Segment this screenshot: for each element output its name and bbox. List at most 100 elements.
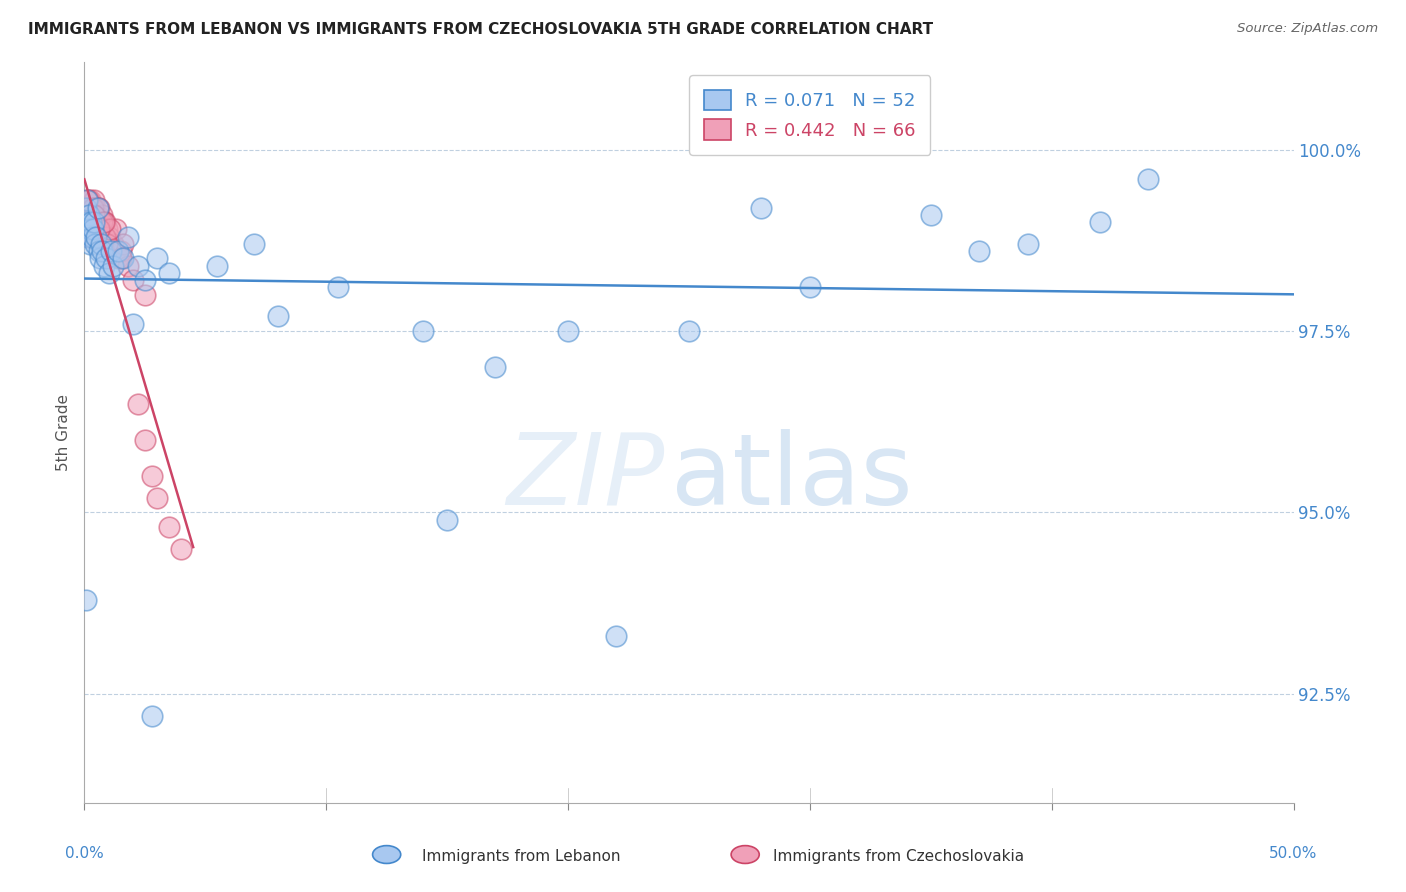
Point: [107, 244, 129, 259]
Point: [96, 222, 118, 236]
Text: Source: ZipAtlas.com: Source: ZipAtlas.com: [1237, 22, 1378, 36]
Point: [77, 229, 100, 244]
Point: [103, 259, 125, 273]
Point: [96, 236, 118, 251]
Point: [75, 208, 97, 222]
Point: [97, 266, 120, 280]
Point: [94, 229, 117, 244]
Point: [86, 215, 108, 229]
Point: [77, 208, 100, 222]
Point: [86, 201, 108, 215]
Point: [557, 324, 579, 338]
Point: [412, 324, 434, 338]
Point: [94, 215, 117, 229]
Point: [80, 215, 103, 229]
Point: [91, 208, 114, 222]
Point: [83, 194, 105, 208]
Point: [87, 201, 110, 215]
Point: [79, 222, 101, 236]
Point: [117, 259, 139, 273]
Point: [91, 244, 114, 259]
Point: [82, 222, 104, 236]
Point: [79, 208, 101, 222]
Point: [242, 236, 264, 251]
Point: [77, 229, 100, 244]
Point: [80, 215, 103, 229]
Point: [83, 208, 105, 222]
Point: [1017, 236, 1039, 251]
Point: [967, 244, 990, 259]
Point: [121, 317, 143, 331]
Point: [77, 201, 100, 215]
Point: [93, 259, 115, 273]
Point: [76, 222, 98, 236]
Point: [75, 215, 97, 229]
Point: [605, 629, 627, 643]
Y-axis label: 5th Grade: 5th Grade: [56, 394, 72, 471]
Point: [141, 469, 163, 483]
Point: [76, 194, 98, 208]
Point: [157, 520, 180, 534]
Point: [82, 215, 104, 229]
Point: [75, 215, 97, 229]
Point: [112, 252, 135, 266]
Point: [127, 396, 149, 410]
Point: [112, 236, 135, 251]
Text: ZIP: ZIP: [506, 428, 665, 525]
Point: [77, 208, 100, 222]
Text: atlas: atlas: [671, 428, 912, 525]
Point: [107, 252, 129, 266]
Point: [799, 280, 821, 294]
Point: [87, 244, 110, 259]
Legend: R = 0.071   N = 52, R = 0.442   N = 66: R = 0.071 N = 52, R = 0.442 N = 66: [689, 75, 931, 155]
Point: [484, 360, 506, 375]
Point: [1088, 215, 1111, 229]
Text: 0.0%: 0.0%: [65, 847, 104, 862]
Point: [93, 229, 115, 244]
Text: IMMIGRANTS FROM LEBANON VS IMMIGRANTS FROM CZECHOSLOVAKIA 5TH GRADE CORRELATION : IMMIGRANTS FROM LEBANON VS IMMIGRANTS FR…: [28, 22, 934, 37]
Point: [328, 280, 350, 294]
Point: [77, 194, 100, 208]
Point: [82, 201, 104, 215]
Point: [678, 324, 700, 338]
Point: [100, 244, 122, 259]
Point: [134, 287, 156, 301]
Point: [89, 222, 111, 236]
Point: [83, 215, 105, 229]
Point: [84, 236, 107, 251]
Point: [79, 236, 101, 251]
Point: [134, 433, 156, 447]
Point: [86, 215, 108, 229]
Point: [86, 201, 108, 215]
Point: [77, 215, 100, 229]
Point: [82, 201, 104, 215]
Point: [80, 229, 103, 244]
Point: [267, 310, 290, 324]
Point: [97, 229, 120, 244]
Point: [110, 252, 132, 266]
Point: [87, 222, 110, 236]
Text: Immigrants from Czechoslovakia: Immigrants from Czechoslovakia: [773, 849, 1025, 863]
Point: [207, 259, 229, 273]
Point: [83, 229, 105, 244]
Point: [90, 236, 112, 251]
Point: [79, 194, 101, 208]
Point: [110, 244, 132, 259]
Point: [98, 222, 121, 236]
Point: [170, 541, 193, 556]
Point: [94, 236, 117, 251]
Point: [117, 229, 139, 244]
Point: [86, 208, 108, 222]
Point: [920, 208, 942, 222]
Point: [93, 215, 115, 229]
Point: [77, 215, 100, 229]
Point: [84, 208, 107, 222]
Point: [84, 201, 107, 215]
Point: [89, 252, 111, 266]
Point: [75, 201, 97, 215]
Point: [75, 201, 97, 215]
Point: [76, 215, 98, 229]
Point: [90, 222, 112, 236]
Point: [79, 215, 101, 229]
Point: [89, 215, 111, 229]
